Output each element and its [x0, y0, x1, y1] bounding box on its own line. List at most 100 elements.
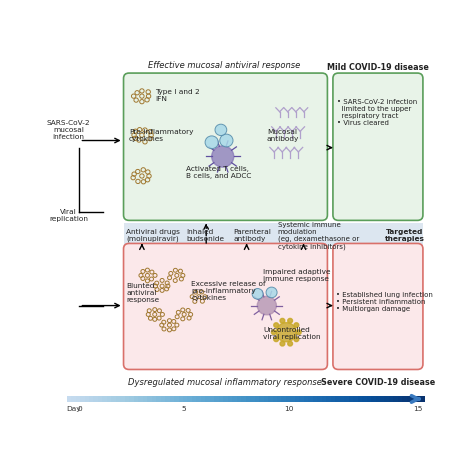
Circle shape — [212, 146, 234, 167]
Bar — [80, 396, 84, 402]
Text: Systemic immune
modulation
(eg, dexamethasone or
cytokine inhibitors): Systemic immune modulation (eg, dexameth… — [278, 222, 359, 250]
Bar — [196, 396, 201, 402]
Bar — [393, 396, 398, 402]
Text: Pro-inflammatory
cytokines: Pro-inflammatory cytokines — [129, 129, 193, 142]
Text: • Established lung infection
• Persistent inflammation
• Multiorgan damage: • Established lung infection • Persisten… — [336, 292, 433, 312]
Bar — [353, 396, 357, 402]
Bar — [241, 396, 246, 402]
Circle shape — [220, 134, 233, 147]
Circle shape — [280, 319, 285, 323]
Circle shape — [296, 330, 301, 335]
Text: 5: 5 — [182, 406, 186, 412]
Bar — [317, 396, 322, 402]
Circle shape — [215, 124, 227, 136]
Bar — [300, 396, 304, 402]
Bar — [291, 396, 295, 402]
Bar — [366, 396, 371, 402]
Text: Viral
replication: Viral replication — [49, 208, 88, 222]
Bar — [246, 396, 250, 402]
Bar — [161, 396, 165, 402]
Circle shape — [272, 330, 276, 335]
Bar — [322, 396, 326, 402]
Bar — [134, 396, 138, 402]
Circle shape — [274, 337, 279, 342]
Bar — [84, 396, 89, 402]
Bar — [335, 396, 340, 402]
Text: Excessive release of
pro-inflammatory
cytokines: Excessive release of pro-inflammatory cy… — [191, 281, 266, 301]
Text: Day: Day — [66, 406, 81, 412]
Circle shape — [266, 287, 277, 298]
Bar — [205, 396, 210, 402]
Bar — [250, 396, 255, 402]
Bar — [398, 396, 402, 402]
Bar — [165, 396, 170, 402]
FancyBboxPatch shape — [333, 243, 423, 369]
Circle shape — [252, 289, 263, 299]
Bar — [264, 396, 268, 402]
Text: Severe COVID-19 disease: Severe COVID-19 disease — [321, 378, 435, 387]
Bar — [286, 396, 291, 402]
Text: Dysregulated mucosal inflammatory response: Dysregulated mucosal inflammatory respon… — [128, 378, 321, 387]
Bar — [125, 396, 129, 402]
Bar — [411, 396, 416, 402]
Bar — [107, 396, 111, 402]
Text: SARS-CoV-2
mucosal
infection: SARS-CoV-2 mucosal infection — [46, 120, 90, 140]
Bar — [340, 396, 344, 402]
Text: 15: 15 — [413, 406, 422, 412]
Text: Targeted
therapies: Targeted therapies — [384, 229, 425, 242]
Circle shape — [276, 323, 296, 342]
Bar — [237, 396, 241, 402]
Text: Mucosal
antibody: Mucosal antibody — [267, 129, 299, 142]
Bar — [389, 396, 393, 402]
Circle shape — [288, 341, 292, 346]
Bar — [116, 396, 120, 402]
Bar — [295, 396, 300, 402]
Text: Antiviral drugs
(molnupiravir): Antiviral drugs (molnupiravir) — [127, 229, 180, 242]
Bar — [402, 396, 407, 402]
Bar — [349, 396, 353, 402]
Bar — [331, 396, 335, 402]
Text: Type I and 2
IFN: Type I and 2 IFN — [155, 89, 200, 101]
Circle shape — [294, 337, 299, 342]
Bar — [188, 396, 192, 402]
Bar — [371, 396, 375, 402]
Circle shape — [257, 296, 276, 315]
Bar — [214, 396, 219, 402]
Text: Mild COVID-19 disease: Mild COVID-19 disease — [327, 63, 429, 72]
Bar — [89, 396, 93, 402]
Bar — [102, 396, 107, 402]
Bar — [268, 396, 273, 402]
Bar — [156, 396, 161, 402]
Bar — [219, 396, 223, 402]
Bar — [138, 396, 143, 402]
Bar — [143, 396, 147, 402]
Bar — [98, 396, 102, 402]
Text: Uncontrolled
viral replication: Uncontrolled viral replication — [263, 327, 321, 341]
Text: Inhaled
budsonide: Inhaled budsonide — [186, 229, 224, 242]
Text: Effective mucosal antiviral response: Effective mucosal antiviral response — [148, 61, 301, 70]
FancyBboxPatch shape — [333, 73, 423, 220]
Bar — [228, 396, 232, 402]
Bar — [210, 396, 214, 402]
Bar — [183, 396, 188, 402]
Circle shape — [288, 319, 292, 323]
Bar — [71, 396, 75, 402]
Text: Parenteral
antibody: Parenteral antibody — [234, 229, 272, 242]
Circle shape — [294, 323, 299, 327]
Text: 0: 0 — [77, 406, 82, 412]
Text: 10: 10 — [284, 406, 293, 412]
Bar — [282, 396, 286, 402]
Text: Impaired adaptive
immune response: Impaired adaptive immune response — [263, 269, 331, 282]
Bar — [223, 396, 228, 402]
Text: Activated T cells,
B cells, and ADCC: Activated T cells, B cells, and ADCC — [186, 166, 251, 179]
Bar — [313, 396, 317, 402]
Bar — [304, 396, 309, 402]
Circle shape — [280, 341, 285, 346]
Bar — [192, 396, 196, 402]
Bar — [384, 396, 389, 402]
FancyBboxPatch shape — [124, 243, 328, 369]
Text: Blunted
antiviral
response: Blunted antiviral response — [127, 283, 160, 303]
Circle shape — [205, 136, 219, 149]
Bar — [170, 396, 174, 402]
Bar — [152, 396, 156, 402]
